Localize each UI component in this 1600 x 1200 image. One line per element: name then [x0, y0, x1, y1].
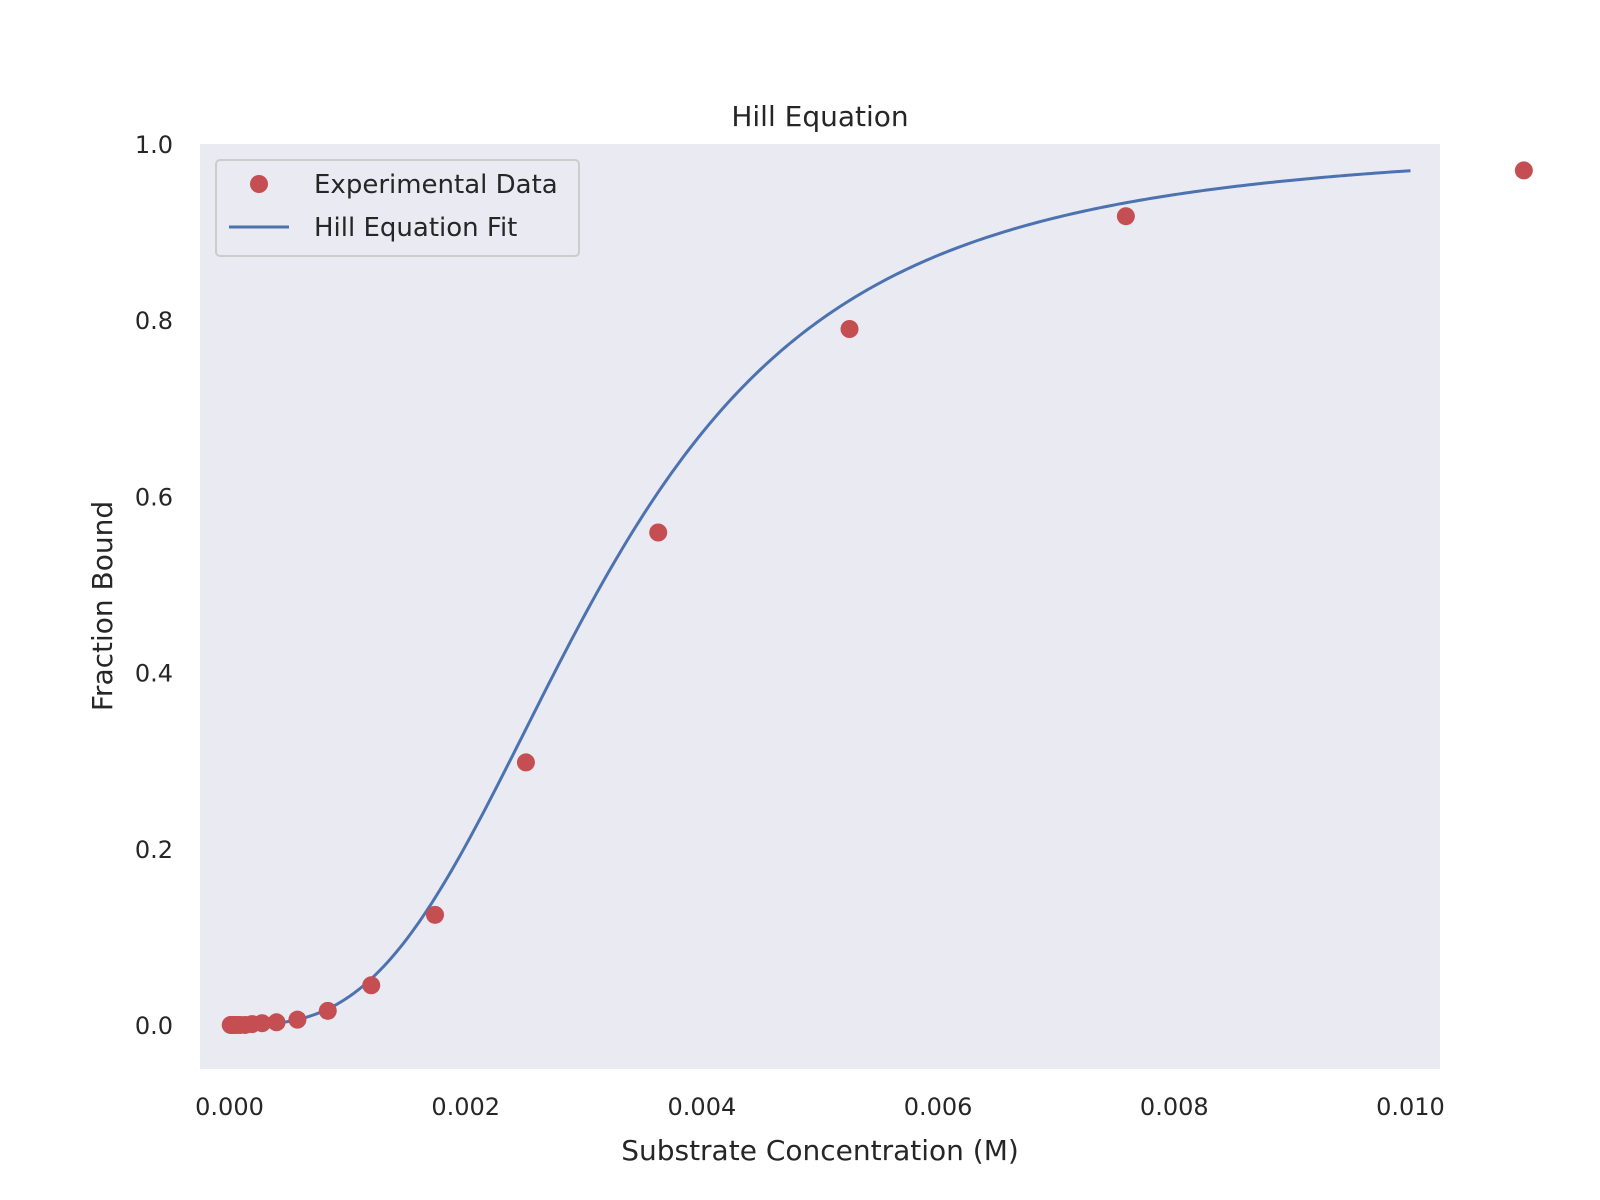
legend-label-hill-equation-fit: Hill Equation Fit [314, 213, 517, 243]
x-axis-label: Substrate Concentration (M) [621, 1134, 1019, 1167]
data-point [649, 523, 668, 542]
y-tick-label: 0.4 [135, 660, 173, 688]
y-axis: 0.0 0.2 0.4 0.6 0.8 1.0 [135, 131, 173, 1040]
legend-marker-experimental-data [250, 175, 268, 193]
data-point [426, 905, 445, 924]
x-tick-label: 0.010 [1376, 1093, 1445, 1121]
data-point [1514, 161, 1533, 180]
legend-label-experimental-data: Experimental Data [314, 170, 558, 200]
x-tick-label: 0.006 [904, 1093, 973, 1121]
y-tick-label: 0.2 [135, 836, 173, 864]
x-tick-label: 0.008 [1140, 1093, 1209, 1121]
data-point [288, 1010, 307, 1029]
y-tick-label: 1.0 [135, 131, 173, 159]
y-tick-label: 0.0 [135, 1012, 173, 1040]
data-point [516, 753, 535, 772]
data-point [1116, 207, 1135, 226]
fit-line [230, 169, 1411, 1027]
x-axis: 0.000 0.002 0.004 0.006 0.008 0.010 [195, 1093, 1445, 1121]
x-tick-label: 0.004 [668, 1093, 737, 1121]
x-tick-label: 0.002 [431, 1093, 500, 1121]
data-point [253, 1014, 272, 1033]
data-point [362, 976, 381, 995]
data-point [267, 1013, 286, 1032]
plot-area [200, 144, 1440, 1069]
y-axis-label: Fraction Bound [86, 501, 119, 711]
chart-title: Hill Equation [731, 100, 908, 133]
y-tick-label: 0.8 [135, 307, 173, 335]
data-points [221, 161, 1533, 1034]
legend: Experimental Data Hill Equation Fit [215, 159, 580, 257]
legend-box [215, 159, 580, 257]
data-point [318, 1001, 337, 1020]
x-tick-label: 0.000 [195, 1093, 264, 1121]
y-tick-label: 0.6 [135, 483, 173, 511]
data-point [840, 320, 859, 338]
